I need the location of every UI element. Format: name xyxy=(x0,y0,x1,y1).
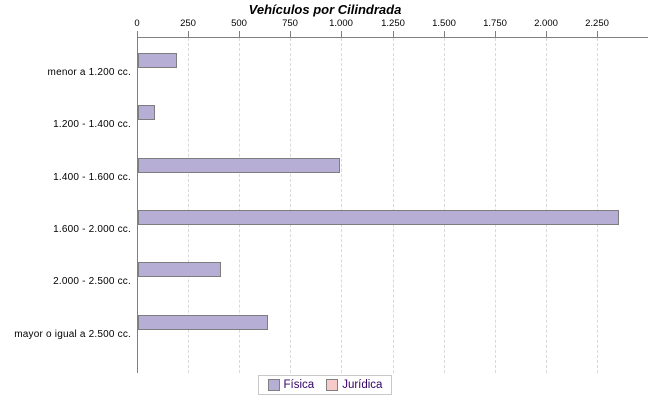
gridline xyxy=(290,38,291,373)
category-label: 1.400 - 1.600 cc. xyxy=(53,172,131,183)
x-axis-tick xyxy=(444,31,445,37)
bar-fisica xyxy=(138,262,221,277)
gridline xyxy=(341,38,342,373)
bar-fisica xyxy=(138,105,155,120)
bar-fisica xyxy=(138,158,340,173)
x-axis-tick xyxy=(495,31,496,37)
gridline xyxy=(188,38,189,373)
x-axis-tick-label: 2.250 xyxy=(585,18,609,29)
x-axis-tick-label: 250 xyxy=(180,18,196,29)
x-axis-tick xyxy=(188,31,189,37)
legend-box: Física Jurídica xyxy=(257,375,393,395)
fisica-swatch xyxy=(267,379,280,391)
x-axis-tick-label: 1.750 xyxy=(483,18,507,29)
x-axis-tick xyxy=(137,31,138,37)
legend-item-juridica: Jurídica xyxy=(326,379,382,391)
x-axis-tick xyxy=(239,31,240,37)
x-axis-tick xyxy=(393,31,394,37)
bar-fisica xyxy=(138,315,268,330)
category-label: mayor o igual a 2.500 cc. xyxy=(14,329,131,340)
x-axis-line xyxy=(137,37,648,38)
gridline xyxy=(546,38,547,373)
x-axis-tick-label: 0 xyxy=(134,18,140,29)
x-axis-tick-label: 500 xyxy=(231,18,247,29)
x-axis-tick xyxy=(597,31,598,37)
x-axis-tick xyxy=(546,31,547,37)
legend-label-juridica: Jurídica xyxy=(342,379,383,391)
x-axis-tick-label: 2.000 xyxy=(534,18,558,29)
bar-fisica xyxy=(138,210,619,225)
legend-label-fisica: Física xyxy=(283,379,315,391)
category-label: 1.200 - 1.400 cc. xyxy=(53,119,131,130)
bar-fisica xyxy=(138,53,177,68)
juridica-swatch xyxy=(326,379,339,391)
x-axis-tick-label: 1.500 xyxy=(432,18,456,29)
category-label: menor a 1.200 cc. xyxy=(47,67,131,78)
gridline xyxy=(239,38,240,373)
x-axis-tick-label: 1.000 xyxy=(329,18,353,29)
category-label: 2.000 - 2.500 cc. xyxy=(53,276,131,287)
gridline xyxy=(495,38,496,373)
gridline xyxy=(393,38,394,373)
legend: Física Jurídica xyxy=(0,375,650,395)
gridline xyxy=(444,38,445,373)
x-axis-tick-label: 1.250 xyxy=(381,18,405,29)
legend-item-fisica: Física xyxy=(267,379,315,391)
x-axis-tick xyxy=(290,31,291,37)
chart-title: Vehículos por Cilindrada xyxy=(248,2,402,17)
x-axis-tick xyxy=(341,31,342,37)
x-axis-tick-label: 750 xyxy=(282,18,298,29)
y-axis-line xyxy=(137,37,138,373)
gridline xyxy=(597,38,598,373)
category-label: 1.600 - 2.000 cc. xyxy=(53,224,131,235)
